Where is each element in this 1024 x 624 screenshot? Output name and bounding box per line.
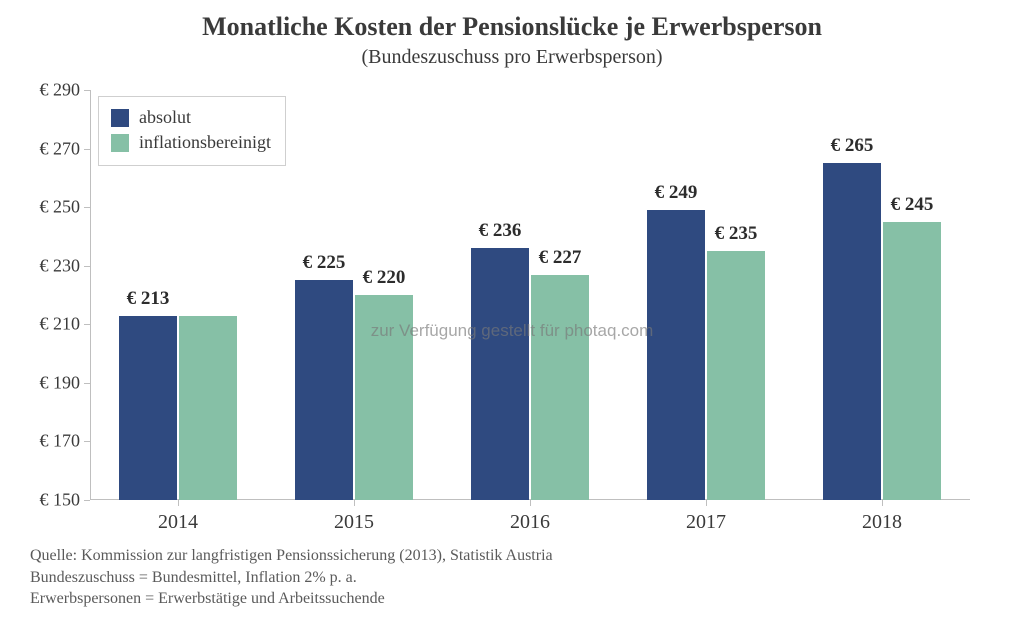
bar-group: € 265€ 245 [823, 163, 941, 500]
y-axis-line [90, 90, 91, 500]
x-tick-mark [882, 500, 883, 506]
bar-value-label: € 213 [127, 288, 170, 310]
legend-swatch-icon [111, 109, 129, 127]
bar-value-label: € 225 [303, 252, 346, 274]
chart-title: Monatliche Kosten der Pensionslücke je E… [0, 12, 1024, 42]
pension-gap-chart: Monatliche Kosten der Pensionslücke je E… [0, 0, 1024, 624]
legend-swatch-icon [111, 134, 129, 152]
x-tick-label: 2014 [158, 511, 198, 534]
bar-group: € 249€ 235 [647, 210, 765, 500]
legend-label: absolut [139, 107, 191, 128]
x-tick-label: 2017 [686, 511, 726, 534]
bar-value-label: € 235 [715, 223, 758, 245]
bar-absolut: € 265 [823, 163, 881, 500]
bar-value-label: € 220 [363, 267, 406, 289]
legend-item-inflationsbereinigt: inflationsbereinigt [111, 130, 271, 155]
y-tick-label: € 210 [6, 314, 80, 335]
y-tick-mark [84, 500, 90, 501]
y-tick-label: € 170 [6, 431, 80, 452]
bar-group: € 236€ 227 [471, 248, 589, 500]
legend-item-absolut: absolut [111, 105, 271, 130]
bar-value-label: € 227 [539, 247, 582, 269]
y-tick-mark [84, 90, 90, 91]
bar-inflationsbereinigt: € 220 [355, 295, 413, 500]
x-tick-mark [354, 500, 355, 506]
bar-inflationsbereinigt: € 227 [531, 275, 589, 501]
x-tick-label: 2015 [334, 511, 374, 534]
bar-absolut: € 249 [647, 210, 705, 500]
y-tick-mark [84, 324, 90, 325]
y-tick-label: € 150 [6, 490, 80, 511]
y-tick-mark [84, 207, 90, 208]
footnotes: Quelle: Kommission zur langfristigen Pen… [30, 545, 553, 610]
bar-value-label: € 265 [831, 135, 874, 157]
x-tick-label: 2016 [510, 511, 550, 534]
footnote-line: Erwerbspersonen = Erwerbstätige und Arbe… [30, 588, 553, 610]
x-tick-label: 2018 [862, 511, 902, 534]
x-tick-mark [178, 500, 179, 506]
y-tick-label: € 250 [6, 197, 80, 218]
plot-area: absolut inflationsbereinigt € 150€ 170€ … [90, 90, 970, 500]
y-tick-label: € 190 [6, 372, 80, 393]
bar-value-label: € 245 [891, 194, 934, 216]
y-tick-label: € 270 [6, 138, 80, 159]
bar-inflationsbereinigt [179, 316, 237, 501]
bar-group: € 225€ 220 [295, 280, 413, 500]
y-tick-label: € 230 [6, 255, 80, 276]
bar-absolut: € 236 [471, 248, 529, 500]
chart-subtitle: (Bundeszuschuss pro Erwerbsperson) [0, 46, 1024, 69]
x-tick-mark [706, 500, 707, 506]
y-tick-label: € 290 [6, 80, 80, 101]
footnote-line: Bundeszuschuss = Bundesmittel, Inflation… [30, 567, 553, 589]
bar-inflationsbereinigt: € 235 [707, 251, 765, 500]
bar-value-label: € 249 [655, 182, 698, 204]
x-tick-mark [530, 500, 531, 506]
y-tick-mark [84, 383, 90, 384]
legend: absolut inflationsbereinigt [98, 96, 286, 166]
footnote-line: Quelle: Kommission zur langfristigen Pen… [30, 545, 553, 567]
bar-absolut: € 213 [119, 316, 177, 501]
y-tick-mark [84, 149, 90, 150]
bar-inflationsbereinigt: € 245 [883, 222, 941, 500]
y-tick-mark [84, 266, 90, 267]
bar-absolut: € 225 [295, 280, 353, 500]
y-tick-mark [84, 441, 90, 442]
legend-label: inflationsbereinigt [139, 132, 271, 153]
bar-group: € 213 [119, 316, 237, 501]
bar-value-label: € 236 [479, 220, 522, 242]
